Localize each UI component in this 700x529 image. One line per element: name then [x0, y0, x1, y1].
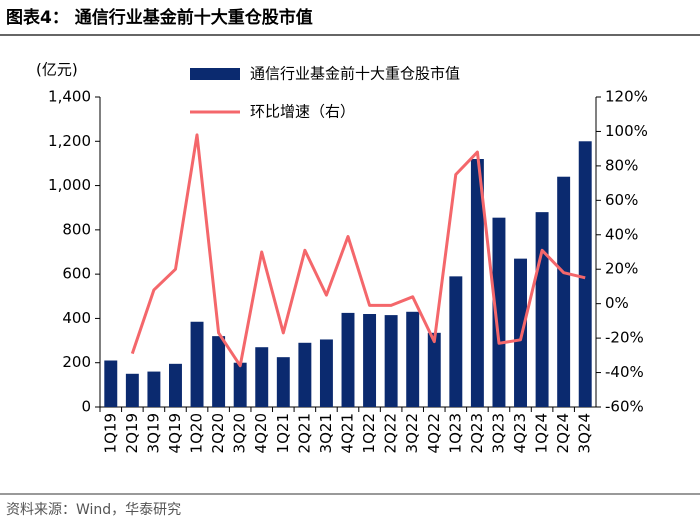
bar [578, 141, 592, 408]
bar [125, 373, 139, 407]
y-tick-label: 800 [62, 220, 91, 238]
legend-swatch [190, 68, 240, 80]
source: 资料来源：Wind，华泰研究 [6, 502, 181, 518]
y2-tick-label: -60% [605, 398, 644, 416]
x-tick-label: 1Q22 [360, 413, 378, 453]
bar [449, 276, 463, 407]
x-tick-label: 2Q21 [295, 413, 313, 453]
bar [535, 212, 549, 407]
bar [406, 311, 420, 407]
x-tick-label: 2Q19 [123, 413, 141, 453]
bar [212, 336, 226, 407]
y-tick-label: 1,200 [48, 132, 91, 150]
bar [470, 159, 484, 407]
x-tick-label: 4Q21 [339, 413, 357, 453]
y-tick-label: 600 [62, 265, 91, 283]
x-tick-label: 1Q21 [274, 413, 292, 453]
y-tick-label: 1,400 [48, 88, 91, 106]
x-tick-label: 3Q24 [576, 413, 594, 453]
bar [233, 362, 247, 407]
y-tick-label: 200 [62, 353, 91, 371]
bar [298, 342, 312, 407]
y-tick-label: 0 [81, 398, 91, 416]
x-tick-label: 4Q20 [252, 413, 270, 453]
x-tick-label: 2Q20 [209, 413, 227, 453]
x-tick-label: 3Q19 [144, 413, 162, 453]
y2-tick-label: 40% [605, 225, 638, 243]
bar [147, 371, 161, 407]
x-tick-label: 3Q20 [231, 413, 249, 453]
legend-label: 环比增速（右） [250, 103, 355, 121]
bar [276, 357, 290, 407]
y-tick-label: 1,000 [48, 176, 91, 194]
x-tick-label: 4Q19 [166, 413, 184, 453]
y2-tick-label: 120% [605, 88, 648, 106]
x-tick-label: 3Q23 [489, 413, 507, 453]
bar [104, 360, 118, 407]
bar [514, 258, 527, 407]
y2-tick-label: 80% [605, 156, 638, 174]
x-tick-label: 3Q22 [403, 413, 421, 453]
x-tick-label: 3Q21 [317, 413, 335, 453]
x-tick-label: 1Q24 [533, 413, 551, 453]
x-tick-label: 2Q24 [554, 413, 572, 453]
bar [557, 176, 571, 407]
y2-tick-label: 100% [605, 122, 648, 140]
y2-tick-label: -20% [605, 329, 644, 347]
x-tick-label: 2Q22 [382, 413, 400, 453]
x-tick-label: 2Q23 [468, 413, 486, 453]
line [130, 133, 586, 368]
x-tick-label: 1Q23 [446, 413, 464, 453]
x-tick-label: 1Q19 [101, 413, 119, 453]
bar [363, 314, 377, 407]
y2-tick-label: 60% [605, 191, 638, 209]
bar [341, 312, 355, 407]
x-tick-label: 1Q20 [188, 413, 206, 453]
bar [492, 217, 506, 407]
y2-tick-label: -40% [605, 363, 644, 381]
chart-title: 图表4： 通信行业基金前十大重仓股市值 [6, 7, 313, 28]
bar [384, 315, 398, 407]
bar [190, 321, 204, 407]
y2-tick-label: 20% [605, 260, 638, 278]
bar [169, 363, 182, 407]
bar [255, 347, 269, 407]
bar [319, 339, 333, 407]
legend-label: 通信行业基金前十大重仓股市值 [250, 65, 460, 83]
bar [427, 332, 441, 407]
y-axis-unit: (亿元) [36, 61, 78, 79]
x-tick-label: 4Q23 [511, 413, 529, 453]
y-tick-label: 400 [62, 309, 91, 327]
x-tick-label: 4Q22 [425, 413, 443, 453]
y2-tick-label: 0% [605, 294, 629, 312]
